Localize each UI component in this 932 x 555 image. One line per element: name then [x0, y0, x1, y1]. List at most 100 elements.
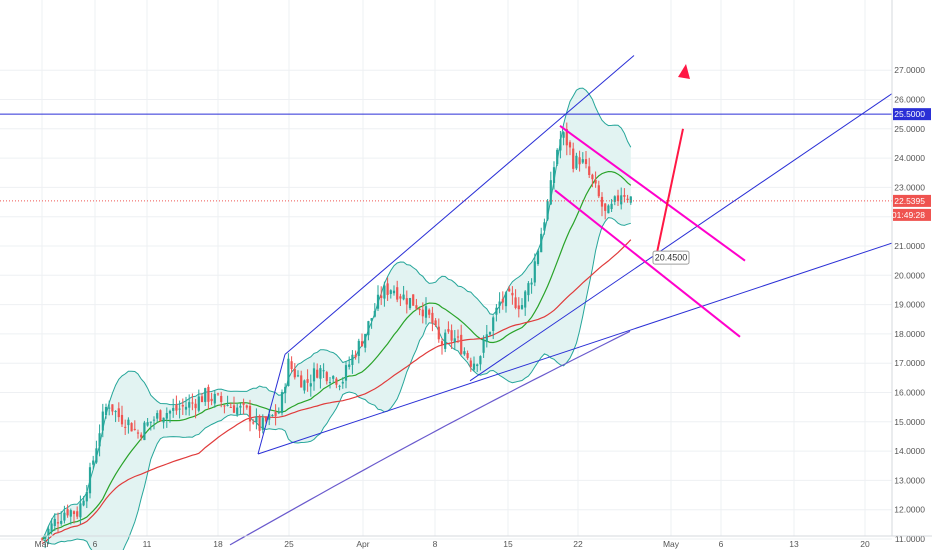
- candle-body: [568, 142, 572, 148]
- candle-body: [271, 414, 274, 416]
- y-tick-label: 19.0000: [894, 300, 925, 310]
- candle-body: [175, 404, 178, 411]
- resistance-label: 25.5000: [894, 109, 925, 119]
- candle-body: [559, 139, 562, 151]
- drawings[interactable]: 20.4500: [0, 55, 893, 455]
- candle-body: [463, 351, 466, 355]
- candle-body: [140, 434, 143, 438]
- candle-body: [146, 422, 149, 426]
- y-tick-label: 27.0000: [894, 65, 925, 75]
- channel-left-edge: [257, 354, 286, 455]
- candle-body: [261, 417, 264, 430]
- resistance-badge: [893, 108, 931, 121]
- candle-body: [456, 336, 460, 338]
- candle-body: [447, 329, 450, 332]
- candle-body: [600, 196, 604, 207]
- candle-body: [284, 386, 287, 394]
- candle-body: [488, 332, 492, 335]
- candle-body: [296, 375, 300, 377]
- candle-body: [101, 411, 104, 431]
- candle-body: [242, 402, 245, 405]
- y-tick-label: 15.0000: [894, 417, 925, 427]
- candle-body: [597, 185, 600, 197]
- candle-body: [386, 283, 389, 295]
- candle-body: [344, 365, 348, 381]
- x-tick-label: Mar: [35, 539, 50, 549]
- candle-body: [482, 339, 485, 353]
- candle-body: [159, 410, 162, 421]
- candle-body: [239, 405, 242, 408]
- y-tick-label: 21.0000: [894, 241, 925, 251]
- candle-body: [383, 285, 386, 299]
- candle-body: [156, 413, 159, 419]
- candle-body: [213, 393, 216, 404]
- candle-body: [40, 538, 44, 540]
- candle-body: [607, 205, 610, 214]
- candle-body: [364, 333, 367, 348]
- candle-body: [498, 301, 501, 306]
- candle-body: [104, 407, 108, 416]
- x-tick-label: 6: [719, 539, 724, 549]
- candle-body: [322, 370, 325, 372]
- candle-body: [325, 372, 328, 382]
- candle-body: [293, 368, 296, 378]
- candle-body: [328, 382, 332, 384]
- candle-body: [540, 233, 543, 253]
- candle-body: [424, 306, 428, 318]
- candle-body: [504, 292, 508, 307]
- target-arrow: [654, 128, 684, 263]
- candle-body: [485, 334, 488, 343]
- candle-body: [421, 309, 424, 317]
- candle-body: [476, 364, 479, 367]
- y-tick-label: 14.0000: [894, 446, 925, 456]
- candle-body: [546, 201, 549, 220]
- candle-body: [466, 353, 469, 359]
- last-price-badge: [893, 194, 931, 207]
- candle-body: [405, 298, 408, 305]
- candle-body: [130, 423, 133, 432]
- ma-slow: [229, 330, 631, 546]
- candle-body: [226, 404, 229, 406]
- x-tick-label: 25: [284, 539, 294, 549]
- x-tick-label: 11: [143, 539, 152, 549]
- candle-body: [300, 375, 303, 388]
- candle-body: [220, 395, 223, 403]
- candle-body: [453, 338, 456, 343]
- candle-body: [172, 408, 175, 411]
- candle-body: [626, 198, 629, 201]
- last-price-label: 22.5395: [894, 196, 925, 206]
- candle-body: [408, 298, 412, 309]
- candle-body: [380, 295, 383, 298]
- y-tick-label: 23.0000: [894, 182, 925, 192]
- candle-body: [581, 159, 584, 163]
- candle-body: [623, 195, 626, 197]
- candle-body: [149, 421, 152, 423]
- candle-body: [367, 321, 370, 336]
- candle-body: [216, 393, 220, 395]
- candle-body: [552, 167, 556, 183]
- target-label-box: [652, 250, 690, 265]
- candle-body: [402, 294, 405, 300]
- candle-body: [479, 356, 482, 365]
- candle-body: [584, 159, 588, 165]
- candle-body: [117, 408, 120, 418]
- candle-body: [556, 149, 559, 165]
- ma-mid: [41, 239, 632, 545]
- candle-body: [236, 407, 239, 415]
- candle-body: [492, 317, 495, 331]
- candle-body: [258, 415, 261, 431]
- candles: [40, 122, 632, 549]
- candle-body: [197, 396, 200, 411]
- candle-body: [536, 250, 540, 265]
- candle-body: [309, 383, 312, 387]
- candle-body: [248, 405, 252, 422]
- candle-body: [517, 305, 520, 310]
- candle-body: [511, 292, 514, 296]
- y-tick-label: 12.0000: [894, 505, 925, 515]
- candle-body: [594, 179, 597, 184]
- candle-body: [389, 290, 392, 294]
- candle-body: [360, 341, 364, 347]
